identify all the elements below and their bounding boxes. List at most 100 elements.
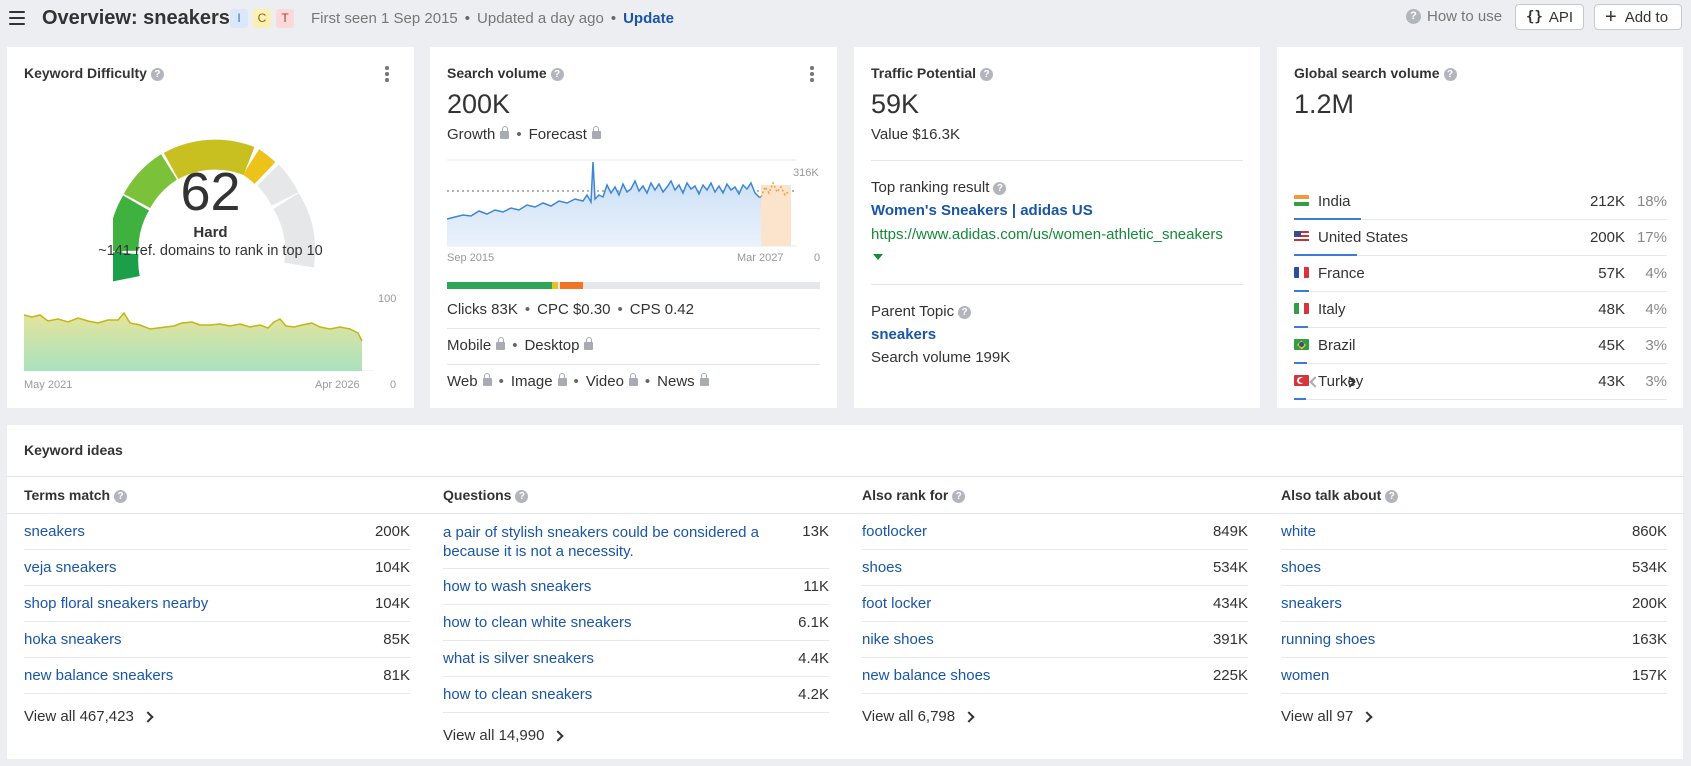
help-icon[interactable]: ?: [550, 67, 564, 81]
keyword-volume: 225K: [1212, 667, 1248, 684]
keyword-row[interactable]: shoes 534K: [862, 550, 1248, 586]
page-header: Overview: sneakers I C T First seen 1 Se…: [0, 0, 1691, 38]
more-options-icon[interactable]: [385, 66, 389, 84]
keyword-row[interactable]: nike shoes 391K: [862, 622, 1248, 658]
keyword-link[interactable]: white: [1281, 523, 1317, 540]
keyword-row[interactable]: how to wash sneakers 11K: [443, 569, 829, 605]
kd-axis-start: May 2021: [24, 379, 73, 391]
traffic-value-usd: Value $16.3K: [871, 126, 960, 143]
keyword-row[interactable]: how to clean white sneakers 6.1K: [443, 605, 829, 641]
menu-icon[interactable]: [9, 11, 25, 25]
help-icon[interactable]: ?: [958, 305, 972, 319]
caret-down-icon[interactable]: [873, 254, 883, 260]
keyword-link[interactable]: foot locker: [862, 595, 932, 612]
keyword-row[interactable]: running shoes 163K: [1281, 622, 1667, 658]
sv-axis-max: 316K: [793, 167, 819, 179]
help-icon[interactable]: ?: [1443, 67, 1457, 81]
country-row-india[interactable]: India 212K 18%: [1294, 184, 1667, 220]
india-flag-icon: [1294, 195, 1309, 206]
keyword-row[interactable]: shoes 534K: [1281, 550, 1667, 586]
keyword-link[interactable]: shoes: [1281, 559, 1322, 576]
keyword-link[interactable]: hoka sneakers: [24, 631, 122, 648]
keyword-link[interactable]: women: [1281, 667, 1330, 684]
help-icon[interactable]: ?: [952, 489, 966, 503]
country-row-turkey[interactable]: Turkey 43K 3%: [1294, 364, 1667, 400]
country-volume: 43K: [1598, 373, 1625, 390]
country-row-italy[interactable]: Italy 48K 4%: [1294, 292, 1667, 328]
keyword-link[interactable]: how to clean sneakers: [443, 686, 593, 703]
help-icon[interactable]: ?: [993, 181, 1007, 195]
top-ranking-url-link[interactable]: https://www.adidas.com/us/women-athletic…: [871, 226, 1223, 243]
keyword-link[interactable]: veja sneakers: [24, 559, 117, 576]
video-label: Video: [585, 373, 624, 390]
keyword-link[interactable]: a pair of stylish sneakers could be cons…: [443, 524, 760, 560]
keyword-row[interactable]: hoka sneakers 85K: [24, 622, 410, 658]
country-row-brazil[interactable]: Brazil 45K 3%: [1294, 328, 1667, 364]
sv-history-chart: [447, 159, 797, 247]
country-row-united-states[interactable]: United States 200K 17%: [1294, 220, 1667, 256]
kd-axis-max: 100: [378, 293, 397, 305]
keyword-row[interactable]: white 860K: [1281, 514, 1667, 550]
keyword-volume: 434K: [1212, 595, 1248, 612]
country-share: 4%: [1645, 301, 1667, 318]
keyword-link[interactable]: how to wash sneakers: [443, 578, 592, 595]
keyword-row[interactable]: sneakers 200K: [1281, 586, 1667, 622]
help-icon[interactable]: ?: [515, 489, 529, 503]
help-icon[interactable]: ?: [980, 67, 994, 81]
chevron-right-icon: [552, 729, 565, 742]
help-icon[interactable]: ?: [114, 489, 128, 503]
keyword-link[interactable]: sneakers: [1281, 595, 1342, 612]
help-icon[interactable]: ?: [150, 67, 164, 81]
page-title: Overview: sneakers: [42, 7, 230, 29]
view-all-terms-match[interactable]: View all 467,423: [24, 708, 154, 725]
keyword-row[interactable]: how to clean sneakers 4.2K: [443, 677, 829, 713]
country-volume: 200K: [1589, 229, 1625, 246]
help-icon[interactable]: ?: [1385, 489, 1399, 503]
keyword-row[interactable]: what is silver sneakers 4.4K: [443, 641, 829, 677]
keyword-row[interactable]: sneakers 200K: [24, 514, 410, 550]
keyword-volume: 6.1K: [798, 614, 829, 631]
also-rank-for-title: Also rank for?: [862, 487, 966, 503]
global-volume-card: Global search volume? 1.2M India 212K 18…: [1277, 47, 1683, 408]
how-to-use-link[interactable]: ? How to use: [1406, 8, 1502, 25]
keyword-link[interactable]: shop floral sneakers nearby: [24, 595, 209, 612]
divider: [7, 476, 1683, 477]
keyword-row[interactable]: footlocker 849K: [862, 514, 1248, 550]
more-options-icon[interactable]: [810, 66, 814, 84]
search-volume-card: Search volume? 200K Growth • Forecast 316K…: [430, 47, 837, 408]
share-bar: [1294, 326, 1308, 328]
top-ranking-title-link[interactable]: Women's Sneakers | adidas US: [871, 202, 1093, 219]
keyword-row[interactable]: foot locker 434K: [862, 586, 1248, 622]
keyword-row[interactable]: new balance sneakers 81K: [24, 658, 410, 694]
keyword-link[interactable]: new balance sneakers: [24, 667, 174, 684]
keyword-row[interactable]: a pair of stylish sneakers could be cons…: [443, 514, 829, 569]
keyword-link[interactable]: what is silver sneakers: [443, 650, 594, 667]
keyword-link[interactable]: nike shoes: [862, 631, 934, 648]
view-all-also-talk-about[interactable]: View all 97: [1281, 708, 1373, 725]
update-link[interactable]: Update: [623, 10, 674, 27]
share-bar: [1294, 254, 1357, 256]
keyword-link[interactable]: footlocker: [862, 523, 928, 540]
keyword-link[interactable]: new balance shoes: [862, 667, 991, 684]
view-all-also-rank-for[interactable]: View all 6,798: [862, 708, 975, 725]
view-all-label: View all 6,798: [862, 708, 956, 725]
keyword-row[interactable]: veja sneakers 104K: [24, 550, 410, 586]
country-row-france[interactable]: France 57K 4%: [1294, 256, 1667, 292]
keyword-link[interactable]: sneakers: [24, 523, 85, 540]
keyword-row[interactable]: shop floral sneakers nearby 104K: [24, 586, 410, 622]
keyword-volume: 104K: [374, 595, 410, 612]
country-name: France: [1318, 265, 1365, 282]
add-to-button[interactable]: + Add to: [1594, 4, 1682, 30]
view-all-questions[interactable]: View all 14,990: [443, 727, 565, 744]
keyword-link[interactable]: running shoes: [1281, 631, 1376, 648]
keyword-link[interactable]: shoes: [862, 559, 903, 576]
parent-topic-link[interactable]: sneakers: [871, 326, 937, 343]
cpc-value: CPC $0.30: [537, 301, 611, 318]
country-name: United States: [1318, 229, 1409, 246]
keyword-volume: 11K: [803, 578, 829, 595]
share-bar: [1294, 362, 1307, 364]
keyword-link[interactable]: how to clean white sneakers: [443, 614, 632, 631]
keyword-row[interactable]: new balance shoes 225K: [862, 658, 1248, 694]
keyword-row[interactable]: women 157K: [1281, 658, 1667, 694]
api-button[interactable]: {} API: [1515, 4, 1585, 30]
